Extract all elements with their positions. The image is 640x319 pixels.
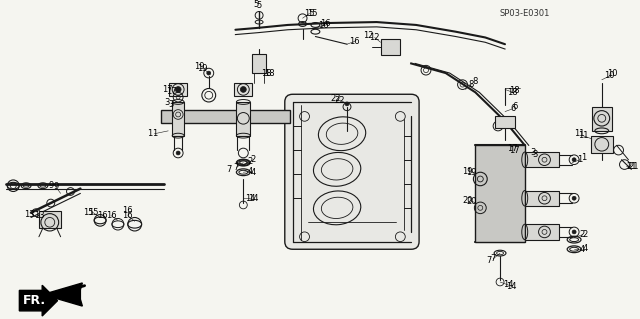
Text: 7: 7 <box>234 163 239 172</box>
Bar <box>591 136 612 153</box>
Text: 14: 14 <box>245 194 255 203</box>
Text: 9: 9 <box>53 182 58 191</box>
Text: 2: 2 <box>248 157 253 166</box>
Text: 17: 17 <box>162 85 173 94</box>
Text: 3: 3 <box>164 99 170 108</box>
Bar <box>592 107 612 131</box>
Bar <box>525 152 559 167</box>
Text: 4: 4 <box>251 168 256 177</box>
Text: 3: 3 <box>530 148 535 158</box>
Circle shape <box>176 151 180 155</box>
Text: 3: 3 <box>168 100 174 109</box>
Circle shape <box>207 71 211 75</box>
Text: FR.: FR. <box>23 294 46 307</box>
Text: 17: 17 <box>509 145 520 155</box>
Text: 22: 22 <box>335 95 346 105</box>
Text: 18: 18 <box>508 88 518 97</box>
Text: 8: 8 <box>468 80 474 89</box>
Text: 10: 10 <box>607 69 618 78</box>
Text: SP03-E0301: SP03-E0301 <box>500 9 550 18</box>
Text: 1: 1 <box>152 129 157 138</box>
Text: 13: 13 <box>24 210 35 219</box>
Text: 21: 21 <box>628 162 639 171</box>
Text: 6: 6 <box>512 102 518 111</box>
Text: 19: 19 <box>194 62 204 71</box>
Text: 4: 4 <box>248 167 253 176</box>
Text: 11: 11 <box>574 129 584 138</box>
Text: 19: 19 <box>466 168 477 177</box>
Text: 19: 19 <box>462 167 473 176</box>
Bar <box>172 102 184 136</box>
Text: 11: 11 <box>578 131 588 140</box>
Bar <box>476 145 525 241</box>
Text: 5: 5 <box>257 1 262 10</box>
Text: 15: 15 <box>307 9 317 18</box>
Bar <box>525 224 559 240</box>
Text: 22: 22 <box>330 93 340 103</box>
Circle shape <box>572 230 576 234</box>
Text: 10: 10 <box>604 71 615 80</box>
Text: 19: 19 <box>198 64 208 73</box>
Text: 13: 13 <box>33 211 44 220</box>
Text: 1: 1 <box>147 129 152 138</box>
Text: 15: 15 <box>88 208 99 217</box>
Bar <box>381 39 401 55</box>
Text: 12: 12 <box>369 33 380 42</box>
Text: 12: 12 <box>364 31 374 40</box>
Text: 16: 16 <box>349 37 360 46</box>
Bar <box>495 116 515 128</box>
Text: 6: 6 <box>510 104 516 113</box>
Text: 14: 14 <box>506 282 516 291</box>
FancyBboxPatch shape <box>285 94 419 249</box>
Bar <box>252 54 266 73</box>
Text: 18: 18 <box>264 69 275 78</box>
Text: 20: 20 <box>466 197 477 206</box>
Text: 7: 7 <box>486 256 492 265</box>
Bar <box>161 110 290 123</box>
Text: 4: 4 <box>579 245 584 254</box>
Text: 3: 3 <box>532 151 538 160</box>
Text: 14: 14 <box>248 194 259 203</box>
Text: 16: 16 <box>97 211 108 220</box>
Bar <box>234 83 252 96</box>
Text: 2: 2 <box>579 230 584 239</box>
Text: 1: 1 <box>577 155 582 164</box>
Circle shape <box>241 86 246 92</box>
Text: 18: 18 <box>260 69 271 78</box>
Text: 14: 14 <box>502 280 513 289</box>
Text: 17: 17 <box>508 144 518 153</box>
Text: 4: 4 <box>582 244 588 253</box>
Text: 8: 8 <box>473 77 478 86</box>
Text: 15: 15 <box>83 208 93 217</box>
Text: 18: 18 <box>509 86 520 95</box>
Circle shape <box>175 86 181 92</box>
Text: 2: 2 <box>251 155 256 164</box>
Text: 16: 16 <box>320 19 331 28</box>
Text: 16: 16 <box>106 211 116 220</box>
Text: 20: 20 <box>462 196 473 205</box>
Bar <box>525 190 559 206</box>
Text: 17: 17 <box>166 87 177 96</box>
Text: 21: 21 <box>626 162 637 171</box>
Text: 16: 16 <box>318 21 328 30</box>
Text: 16: 16 <box>122 211 133 220</box>
Text: 1: 1 <box>581 153 587 162</box>
Polygon shape <box>43 283 83 306</box>
Text: 9: 9 <box>48 181 53 190</box>
Text: 5: 5 <box>253 0 259 9</box>
Bar <box>169 83 187 96</box>
Text: 15: 15 <box>304 9 315 18</box>
Text: 16: 16 <box>122 206 133 215</box>
Text: 2: 2 <box>582 230 588 239</box>
Text: 7: 7 <box>490 254 496 263</box>
Circle shape <box>345 102 349 106</box>
Bar <box>236 102 250 136</box>
Circle shape <box>572 158 576 162</box>
Bar <box>39 211 61 228</box>
Circle shape <box>572 196 576 200</box>
Text: 7: 7 <box>226 165 231 174</box>
